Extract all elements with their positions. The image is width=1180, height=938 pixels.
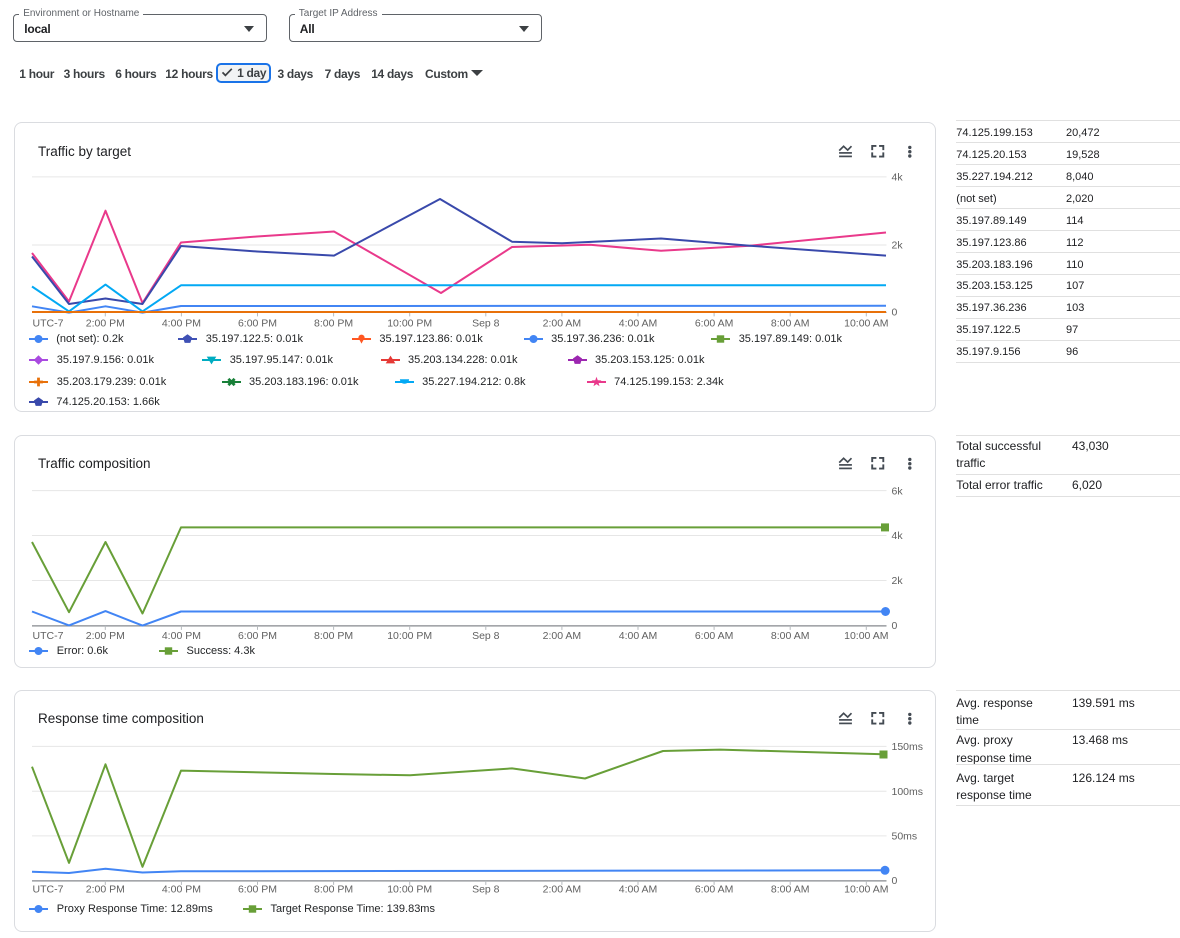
svg-text:Sep 8: Sep 8 (472, 318, 500, 330)
svg-text:4:00 PM: 4:00 PM (162, 630, 201, 642)
svg-text:2k: 2k (892, 240, 904, 252)
svg-text:8:00 AM: 8:00 AM (771, 884, 810, 896)
svg-text:2:00 AM: 2:00 AM (543, 630, 582, 642)
svg-text:2k: 2k (892, 575, 904, 587)
svg-text:4:00 PM: 4:00 PM (162, 884, 201, 896)
svg-text:2:00 PM: 2:00 PM (86, 630, 125, 642)
svg-text:UTC-7: UTC-7 (33, 630, 64, 642)
svg-text:0: 0 (892, 875, 898, 887)
svg-text:6:00 AM: 6:00 AM (695, 630, 734, 642)
svg-text:8:00 AM: 8:00 AM (771, 630, 810, 642)
svg-text:2:00 AM: 2:00 AM (543, 318, 582, 330)
svg-text:4:00 PM: 4:00 PM (162, 318, 201, 330)
svg-text:6:00 PM: 6:00 PM (238, 884, 277, 896)
svg-text:Sep 8: Sep 8 (472, 884, 500, 896)
svg-text:8:00 AM: 8:00 AM (771, 318, 810, 330)
svg-text:10:00 PM: 10:00 PM (387, 630, 432, 642)
svg-text:4:00 AM: 4:00 AM (619, 884, 658, 896)
svg-text:UTC-7: UTC-7 (33, 884, 64, 896)
svg-text:8:00 PM: 8:00 PM (314, 884, 353, 896)
svg-text:100ms: 100ms (892, 786, 924, 798)
svg-text:50ms: 50ms (892, 831, 918, 843)
svg-text:Sep 8: Sep 8 (472, 630, 500, 642)
svg-text:6:00 PM: 6:00 PM (238, 318, 277, 330)
svg-text:4k: 4k (892, 172, 904, 184)
svg-text:6k: 6k (892, 485, 904, 497)
svg-text:10:00 PM: 10:00 PM (387, 318, 432, 330)
svg-text:4:00 AM: 4:00 AM (619, 630, 658, 642)
svg-text:8:00 PM: 8:00 PM (314, 318, 353, 330)
svg-text:4k: 4k (892, 530, 904, 542)
svg-text:6:00 PM: 6:00 PM (238, 630, 277, 642)
svg-text:10:00 AM: 10:00 AM (844, 630, 888, 642)
svg-text:UTC-7: UTC-7 (33, 318, 64, 330)
svg-text:0: 0 (892, 620, 898, 632)
svg-text:8:00 PM: 8:00 PM (314, 630, 353, 642)
svg-text:2:00 PM: 2:00 PM (86, 318, 125, 330)
svg-text:4:00 AM: 4:00 AM (619, 318, 658, 330)
svg-text:2:00 PM: 2:00 PM (86, 884, 125, 896)
svg-text:10:00 PM: 10:00 PM (387, 884, 432, 896)
svg-text:10:00 AM: 10:00 AM (844, 884, 888, 896)
svg-text:150ms: 150ms (892, 741, 924, 753)
svg-text:0: 0 (892, 307, 898, 319)
svg-text:10:00 AM: 10:00 AM (844, 318, 888, 330)
svg-text:6:00 AM: 6:00 AM (695, 318, 734, 330)
svg-text:6:00 AM: 6:00 AM (695, 884, 734, 896)
svg-text:2:00 AM: 2:00 AM (543, 884, 582, 896)
